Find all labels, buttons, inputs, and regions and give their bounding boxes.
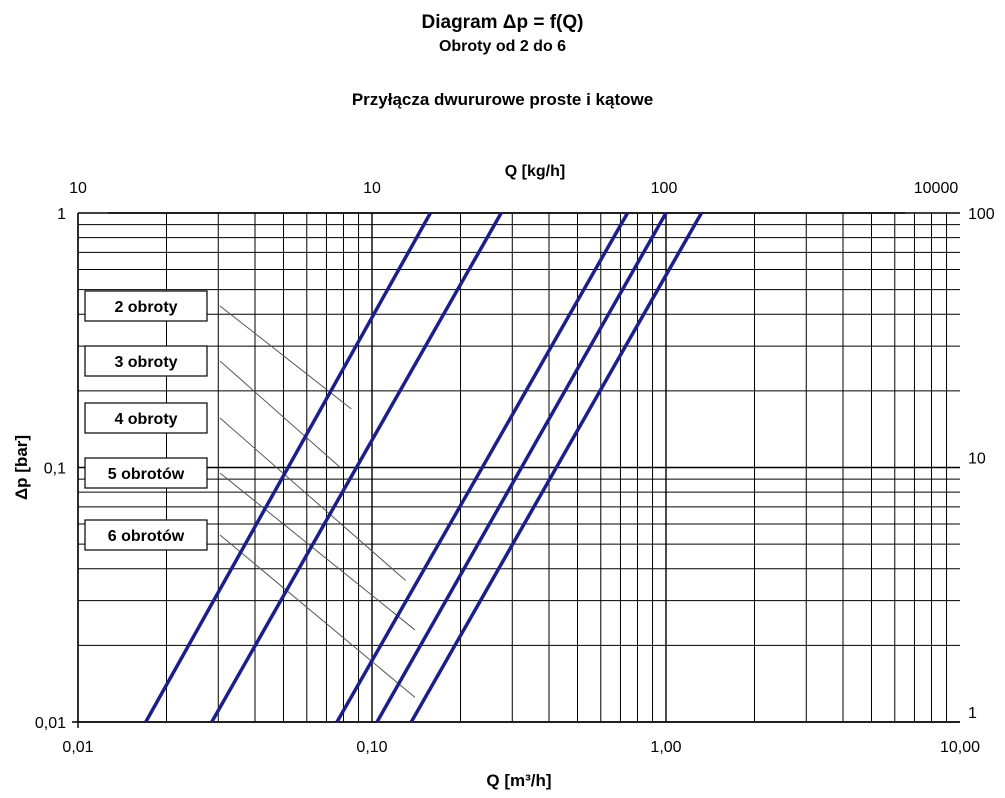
series-line bbox=[210, 212, 503, 723]
annotation-box bbox=[84, 290, 208, 322]
chart-title: Diagram Δp = f(Q) bbox=[421, 12, 584, 33]
annotation-leader bbox=[219, 305, 352, 410]
top-axis-label: Q [kg/h] bbox=[505, 163, 565, 180]
chart-subtitle: Obroty od 2 do 6 bbox=[438, 38, 567, 55]
series-line bbox=[409, 212, 703, 723]
y-tick-label: 1 bbox=[57, 206, 66, 223]
y-tick-label: 0,01 bbox=[35, 715, 66, 732]
annotation-label: 2 obroty bbox=[114, 299, 177, 316]
series-line bbox=[144, 212, 432, 723]
annotation-leader bbox=[219, 472, 416, 631]
annotation-leader bbox=[219, 360, 341, 468]
y-tick-label: 0,1 bbox=[44, 461, 66, 478]
annotation-box bbox=[84, 402, 208, 434]
y-axis-label: Δp [bar] bbox=[12, 435, 31, 500]
chart-caption: Przyłącza dwururowe proste i kątowe bbox=[351, 90, 654, 109]
annotation-box bbox=[84, 519, 208, 551]
x-tick-label: 0,01 bbox=[62, 739, 93, 756]
series-line bbox=[335, 212, 630, 723]
annotation-label: 5 obrotów bbox=[108, 466, 185, 483]
right-tick-label: 100 bbox=[968, 206, 995, 223]
annotation-label: 6 obrotów bbox=[108, 528, 185, 545]
x-tick-label: 10,00 bbox=[940, 739, 980, 756]
annotation-leader bbox=[219, 534, 416, 698]
annotation-leader bbox=[219, 417, 406, 581]
x-tick-label: 1,00 bbox=[650, 739, 681, 756]
annotation-label: 4 obroty bbox=[114, 411, 177, 428]
series-line bbox=[375, 212, 668, 723]
right-tick-label: 10 bbox=[968, 451, 986, 468]
top-tick-label: 100 bbox=[651, 180, 678, 197]
annotation-box bbox=[84, 457, 208, 489]
annotation-box bbox=[84, 345, 208, 377]
top-tick-label: 10000 bbox=[914, 180, 959, 197]
right-tick-label: 1 bbox=[968, 705, 977, 722]
annotation-label: 3 obroty bbox=[114, 354, 177, 371]
top-tick-label: 10 bbox=[363, 180, 381, 197]
x-tick-label: 0,10 bbox=[356, 739, 387, 756]
x-axis-label: Q [m³/h] bbox=[486, 771, 551, 790]
top-tick-label: 10 bbox=[69, 180, 87, 197]
